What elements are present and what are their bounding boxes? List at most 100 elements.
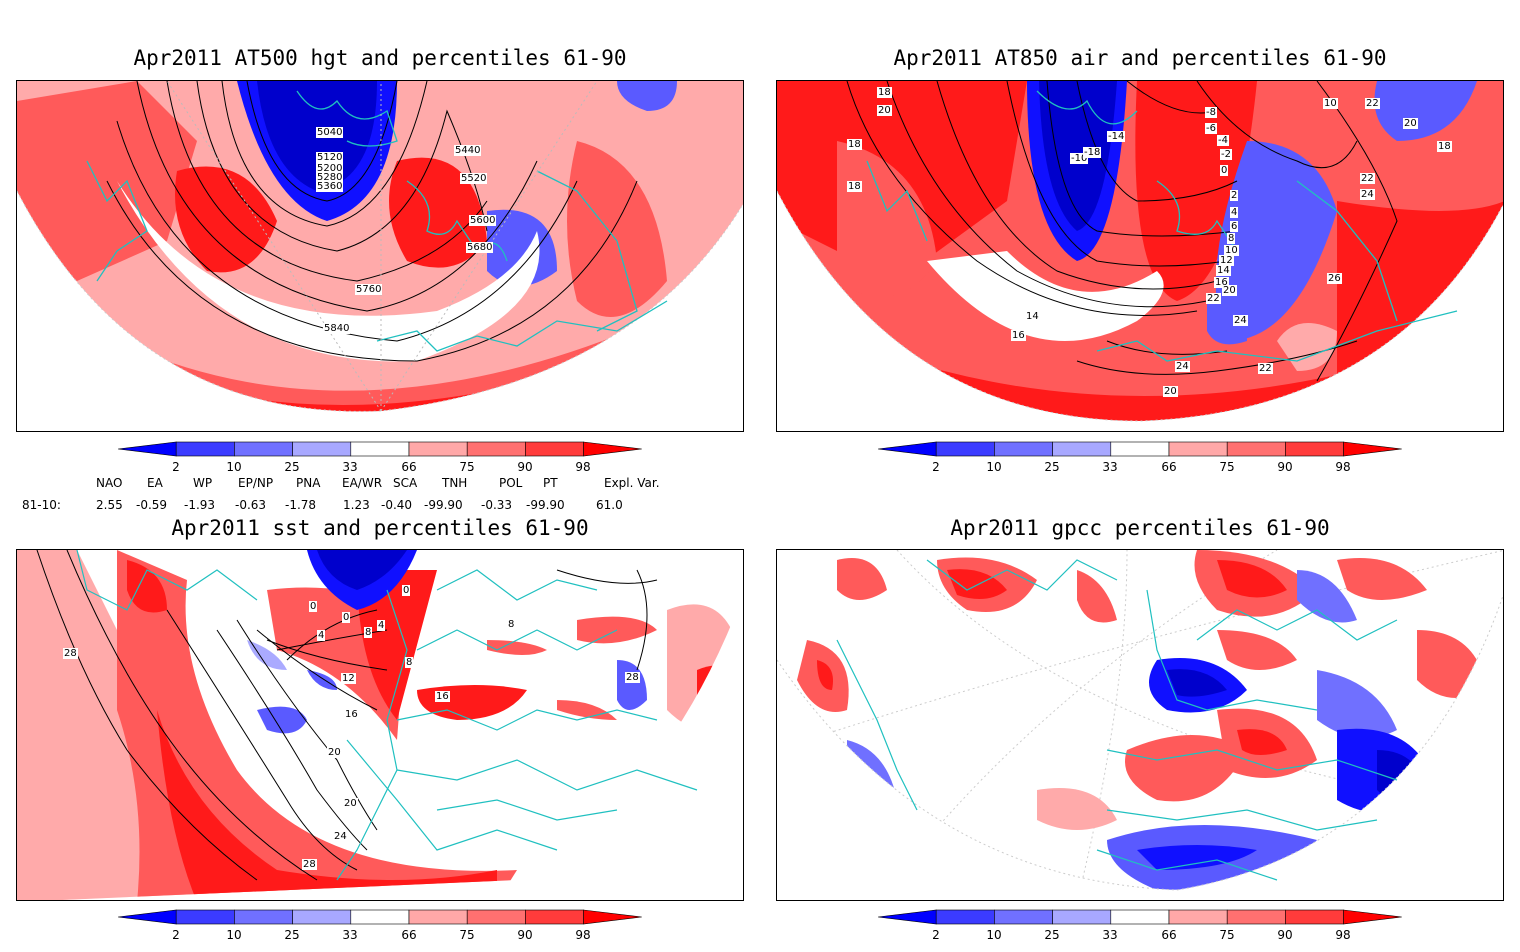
contour-label: 12 xyxy=(341,673,356,684)
contour-label: 5120 xyxy=(316,152,344,163)
index-value: -1.93 xyxy=(184,498,216,512)
map-sst: 0 0 0 4 4 8 8 12 16 16 20 20 24 28 28 28… xyxy=(16,549,744,901)
contour-label: 28 xyxy=(63,648,78,659)
index-value: -99.90 xyxy=(424,498,463,512)
contour-label: 12 xyxy=(1219,255,1234,266)
index-header: PT xyxy=(543,476,558,490)
colorbar-tick: 90 xyxy=(1277,928,1293,942)
colorbar-tick: 2 xyxy=(932,460,940,474)
colorbar-bin xyxy=(1168,909,1228,925)
panel-title-sst: Apr2011 sst and percentiles 61-90 xyxy=(171,516,589,540)
index-value: 61.0 xyxy=(596,498,623,512)
contour-label: 5680 xyxy=(466,242,494,253)
contour-label: 18 xyxy=(847,181,862,192)
contour-label: 0 xyxy=(309,601,318,612)
contour-label: 5520 xyxy=(460,173,488,184)
colorbar-hgt500: 2 10 25 33 66 75 90 98 xyxy=(118,440,648,484)
contour-label: -8 xyxy=(1205,107,1217,118)
contour-label: 5200 xyxy=(316,163,344,174)
colorbar-tick: 10 xyxy=(226,928,242,942)
map-air850-svg xyxy=(777,81,1503,422)
contour-label: 16 xyxy=(344,709,359,720)
colorbar-tick: 75 xyxy=(459,928,475,942)
contour-label: 16 xyxy=(1214,277,1229,288)
contour-label: 16 xyxy=(435,691,450,702)
contour-label: 18 xyxy=(877,87,892,98)
colorbar-tick: 25 xyxy=(284,460,300,474)
contour-label: 24 xyxy=(333,831,348,842)
colorbar-bin xyxy=(408,441,468,457)
contour-label: 22 xyxy=(1258,363,1273,374)
colorbar-tick: 2 xyxy=(172,460,180,474)
colorbar-bin xyxy=(1052,441,1112,457)
contour-label: 20 xyxy=(877,105,892,116)
colorbar-gpcc: 2 10 25 33 66 75 90 98 xyxy=(878,908,1408,952)
contour-label: 20 xyxy=(343,798,358,809)
contour-label: -2 xyxy=(1220,149,1232,160)
index-header: EA xyxy=(147,476,163,490)
index-header: EA/WR xyxy=(342,476,383,490)
colorbar-bin xyxy=(1285,909,1344,925)
colorbar-tick: 98 xyxy=(575,928,591,942)
colorbar-bin xyxy=(350,441,410,457)
colorbar-tick: 66 xyxy=(401,460,417,474)
index-value: -0.40 xyxy=(381,498,413,512)
colorbar-tick: 66 xyxy=(1161,928,1177,942)
colorbar-tick: 66 xyxy=(401,928,417,942)
colorbar-bin xyxy=(175,441,235,457)
contour-label: 2 xyxy=(1230,190,1239,201)
index-value: -99.90 xyxy=(526,498,565,512)
index-value: 1.23 xyxy=(343,498,370,512)
colorbar-tick: 98 xyxy=(1335,460,1351,474)
colorbar-bin xyxy=(583,441,642,457)
contour-label: 0 xyxy=(342,612,351,623)
colorbar-bin xyxy=(1052,909,1112,925)
colorbar-tick: 66 xyxy=(1161,460,1177,474)
index-header: EP/NP xyxy=(238,476,274,490)
index-header: WP xyxy=(193,476,213,490)
index-value: -1.78 xyxy=(285,498,317,512)
panel-title-gpcc: Apr2011 gpcc percentiles 61-90 xyxy=(950,516,1330,540)
index-row-label: 81-10: xyxy=(22,498,61,512)
colorbar-bin xyxy=(1110,441,1170,457)
contour-label: -4 xyxy=(1217,135,1229,146)
index-header: Expl. Var. xyxy=(604,476,660,490)
colorbar-bin xyxy=(1285,441,1344,457)
panel-title-air850: Apr2011 AT850 air and percentiles 61-90 xyxy=(893,46,1387,70)
colorbar-tick: 33 xyxy=(342,460,358,474)
contour-label: 20 xyxy=(1163,386,1178,397)
contour-label: 8 xyxy=(507,619,516,630)
colorbar-bin xyxy=(525,909,584,925)
colorbar-bin xyxy=(1168,441,1228,457)
contour-label: 5280 xyxy=(316,172,344,183)
colorbar-bin xyxy=(350,909,410,925)
colorbar-bin xyxy=(525,441,584,457)
contour-label: -18 xyxy=(1083,147,1102,158)
contour-label: 8 xyxy=(1227,233,1236,244)
index-value: -0.59 xyxy=(136,498,168,512)
contour-label: 22 xyxy=(1365,98,1380,109)
contour-label: 4 xyxy=(377,620,386,631)
colorbar-tick: 10 xyxy=(986,928,1002,942)
contour-label: 5600 xyxy=(469,215,497,226)
colorbar-bin xyxy=(118,441,177,457)
colorbar-tick: 2 xyxy=(172,928,180,942)
index-value: 2.55 xyxy=(96,498,123,512)
contour-label: 18 xyxy=(847,139,862,150)
contour-label: 4 xyxy=(1230,207,1239,218)
contour-label: 8 xyxy=(405,657,414,668)
colorbar-bin xyxy=(583,909,642,925)
colorbar-tick: 98 xyxy=(1335,928,1351,942)
map-hgt500: 5040 5120 5200 5280 5360 5440 5520 5600 … xyxy=(16,80,744,432)
colorbar-bin xyxy=(1110,909,1170,925)
colorbar-bin xyxy=(994,909,1053,925)
contour-label: -10 xyxy=(1070,153,1089,164)
contour-label: 24 xyxy=(1360,189,1375,200)
colorbar-tick: 2 xyxy=(932,928,940,942)
colorbar-tick: 25 xyxy=(1044,460,1060,474)
map-hgt500-svg xyxy=(17,81,743,412)
contour-label: 24 xyxy=(1175,361,1190,372)
colorbar-bin xyxy=(175,909,235,925)
colorbar-tick: 33 xyxy=(1102,928,1118,942)
colorbar-bin xyxy=(1343,441,1402,457)
